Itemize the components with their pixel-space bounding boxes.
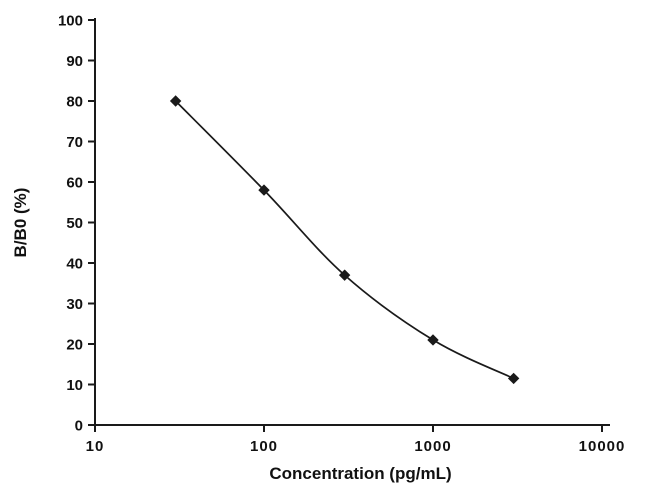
x-tick-label: 10: [86, 438, 105, 455]
x-tick-label: 1000: [414, 438, 451, 455]
axes-layer: [94, 18, 610, 426]
y-tick-label: 70: [66, 134, 83, 151]
y-axis-title: B/B0 (%): [11, 188, 30, 258]
y-tick-label: 0: [75, 418, 83, 435]
x-tick-label: 100: [250, 438, 278, 455]
x-axis-title: Concentration (pg/mL): [269, 464, 451, 483]
data-point-marker: [427, 334, 439, 346]
y-tick-label: 40: [66, 256, 83, 273]
data-point-marker: [338, 269, 351, 281]
data-point-marker: [507, 372, 520, 385]
data-point-marker: [258, 184, 270, 196]
data-point-marker: [169, 95, 182, 107]
y-tick-label: 90: [66, 53, 83, 70]
y-tick-label: 10: [66, 377, 83, 394]
y-tick-label: 20: [66, 337, 83, 354]
x-tick-label: 10000: [579, 438, 626, 455]
y-tick-label: 100: [58, 13, 83, 30]
curve-line: [174, 100, 514, 380]
y-tick-label: 50: [66, 215, 83, 232]
series-layer: [169, 95, 520, 385]
y-tick-label: 30: [66, 296, 83, 313]
y-tick-label: 80: [66, 94, 83, 111]
y-tick-label: 60: [66, 175, 83, 192]
